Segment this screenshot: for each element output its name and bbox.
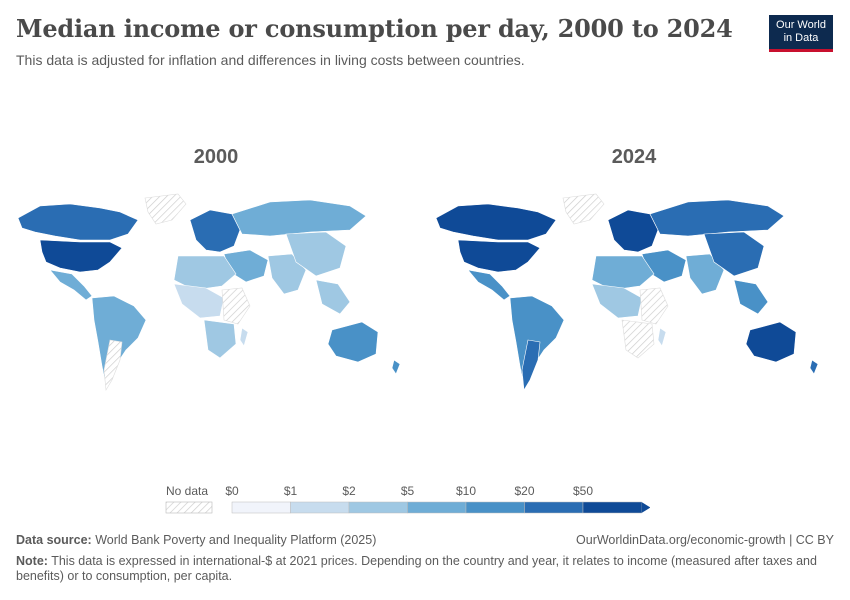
note-text: This data is expressed in international-… bbox=[16, 554, 817, 583]
map-2024-year-label: 2024 bbox=[611, 146, 657, 168]
region-west-central-africa[interactable] bbox=[173, 283, 225, 319]
region-southeast-asia[interactable] bbox=[733, 279, 769, 315]
region-southern-africa[interactable] bbox=[621, 319, 655, 359]
note: Note: This data is expressed in internat… bbox=[16, 554, 826, 584]
legend-swatch-3[interactable] bbox=[407, 501, 467, 514]
logo-line-2: in Data bbox=[783, 32, 819, 44]
owid-logo[interactable]: Our World in Data bbox=[769, 15, 833, 52]
chart-title: Median income or consumption per day, 20… bbox=[16, 14, 733, 43]
legend-tick-label: $0 bbox=[225, 484, 239, 498]
legend-tick-label: $2 bbox=[342, 484, 356, 498]
world-map-2000[interactable] bbox=[10, 190, 420, 400]
region-west-central-africa[interactable] bbox=[591, 283, 643, 319]
legend-swatch-4[interactable] bbox=[465, 501, 525, 514]
legend-swatch-1[interactable] bbox=[290, 501, 350, 514]
region-greenland[interactable] bbox=[144, 193, 187, 225]
region-south-asia[interactable] bbox=[267, 253, 307, 295]
region-southern-africa[interactable] bbox=[203, 319, 237, 359]
region-greenland[interactable] bbox=[562, 193, 605, 225]
legend-no-data-swatch[interactable] bbox=[165, 501, 213, 514]
region-europe[interactable] bbox=[189, 209, 241, 253]
region-mexico-central-america[interactable] bbox=[49, 269, 93, 301]
region-russia[interactable] bbox=[231, 199, 367, 237]
data-source-text[interactable]: World Bank Poverty and Inequality Platfo… bbox=[95, 533, 377, 547]
logo-line-1: Our World bbox=[776, 19, 826, 31]
region-usa[interactable] bbox=[457, 239, 541, 273]
chart-subtitle: This data is adjusted for inflation and … bbox=[16, 52, 525, 68]
region-north-africa[interactable] bbox=[591, 255, 655, 291]
legend-tick-label: $1 bbox=[284, 484, 298, 498]
region-canada-alaska[interactable] bbox=[435, 203, 557, 241]
region-china[interactable] bbox=[703, 231, 765, 277]
region-canada-alaska[interactable] bbox=[17, 203, 139, 241]
legend-bins: $0 $1 $2 $5 $10 $20 $50 bbox=[225, 484, 650, 514]
region-southeast-asia[interactable] bbox=[315, 279, 351, 315]
region-southern-cone[interactable] bbox=[521, 339, 541, 391]
world-map-2024[interactable] bbox=[428, 190, 838, 400]
legend-tick-label: $5 bbox=[401, 484, 415, 498]
note-label: Note: bbox=[16, 554, 48, 568]
region-east-africa[interactable] bbox=[639, 287, 669, 325]
map-2000-year-label: 2000 bbox=[193, 146, 239, 168]
legend-swatch-0[interactable] bbox=[231, 501, 291, 514]
region-usa[interactable] bbox=[39, 239, 123, 273]
region-southern-cone[interactable] bbox=[103, 339, 123, 391]
region-australia[interactable] bbox=[745, 321, 797, 363]
legend-no-data-label: No data bbox=[166, 484, 208, 498]
region-russia[interactable] bbox=[649, 199, 785, 237]
data-source-label: Data source: bbox=[16, 533, 92, 547]
region-mexico-central-america[interactable] bbox=[467, 269, 511, 301]
region-madagascar[interactable] bbox=[239, 327, 249, 347]
region-north-africa[interactable] bbox=[173, 255, 237, 291]
region-new-zealand[interactable] bbox=[809, 359, 819, 375]
region-east-africa[interactable] bbox=[221, 287, 251, 325]
legend-tick-label: $10 bbox=[456, 484, 476, 498]
region-europe[interactable] bbox=[607, 209, 659, 253]
data-source: Data source: World Bank Poverty and Ineq… bbox=[16, 533, 376, 547]
legend-tick-label: $50 bbox=[573, 484, 593, 498]
color-legend: No data $0 $1 $2 $5 $10 $20 $50 bbox=[165, 484, 650, 514]
region-australia[interactable] bbox=[327, 321, 379, 363]
region-south-asia[interactable] bbox=[685, 253, 725, 295]
region-china[interactable] bbox=[285, 231, 347, 277]
legend-arrow-tip bbox=[641, 502, 650, 513]
legend-swatch-5[interactable] bbox=[524, 501, 584, 514]
legend-swatch-6[interactable] bbox=[582, 501, 642, 514]
credit-link[interactable]: OurWorldinData.org/economic-growth | CC … bbox=[576, 533, 834, 547]
region-madagascar[interactable] bbox=[657, 327, 667, 347]
region-new-zealand[interactable] bbox=[391, 359, 401, 375]
region-south-america[interactable] bbox=[91, 295, 147, 387]
legend-swatch-2[interactable] bbox=[348, 501, 408, 514]
legend-tick-label: $20 bbox=[514, 484, 534, 498]
region-south-america[interactable] bbox=[509, 295, 565, 387]
